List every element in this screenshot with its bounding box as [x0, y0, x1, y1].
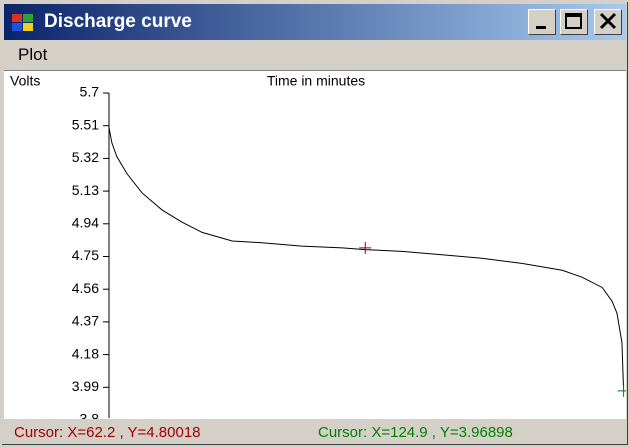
chart: Volts Time in minutes 5.7 5.51 5.32 5.13 4.9… [10, 73, 630, 427]
title-bar: Discharge curve [4, 4, 626, 40]
menu-bar: Plot [4, 42, 626, 68]
cursor-marker [617, 384, 630, 397]
cursor-readout: Cursor: X=62.2 , Y=4.80018 [14, 424, 201, 441]
data-line [108, 127, 625, 391]
y-tick-label: 5.32 [72, 149, 99, 165]
x-axis-label: Time in minutes [267, 73, 365, 89]
cursor-readout: Cursor: X=124.9 , Y=3.96898 [318, 424, 513, 441]
y-tick-label: 5.51 [72, 116, 99, 132]
y-tick-label: 4.94 [72, 215, 99, 231]
y-tick-label: 4.37 [72, 313, 99, 329]
cursor-marker [359, 241, 372, 254]
y-axis-label: Volts [10, 73, 40, 89]
app-icon [12, 14, 33, 31]
maximize-button[interactable] [560, 9, 588, 35]
y-tick-label: 4.18 [72, 345, 99, 361]
y-tick-label: 5.13 [72, 182, 99, 198]
y-tick-label: 5.7 [80, 84, 100, 100]
plot-area: Volts Time in minutes 5.7 5.51 5.32 5.13 4.9… [4, 70, 630, 427]
window-title: Discharge curve [44, 11, 192, 32]
status-bar: Cursor: X=62.2 , Y=4.80018 Cursor: X=124.… [4, 420, 626, 445]
y-tick-label: 4.75 [72, 247, 99, 263]
y-tick-label: 4.56 [72, 280, 99, 296]
menu-item[interactable]: Plot [18, 45, 48, 64]
y-tick-label: 3.99 [72, 378, 99, 394]
y-tick-label: 3.8 [80, 411, 100, 419]
close-button[interactable] [594, 9, 622, 35]
minimize-button[interactable] [528, 9, 556, 35]
